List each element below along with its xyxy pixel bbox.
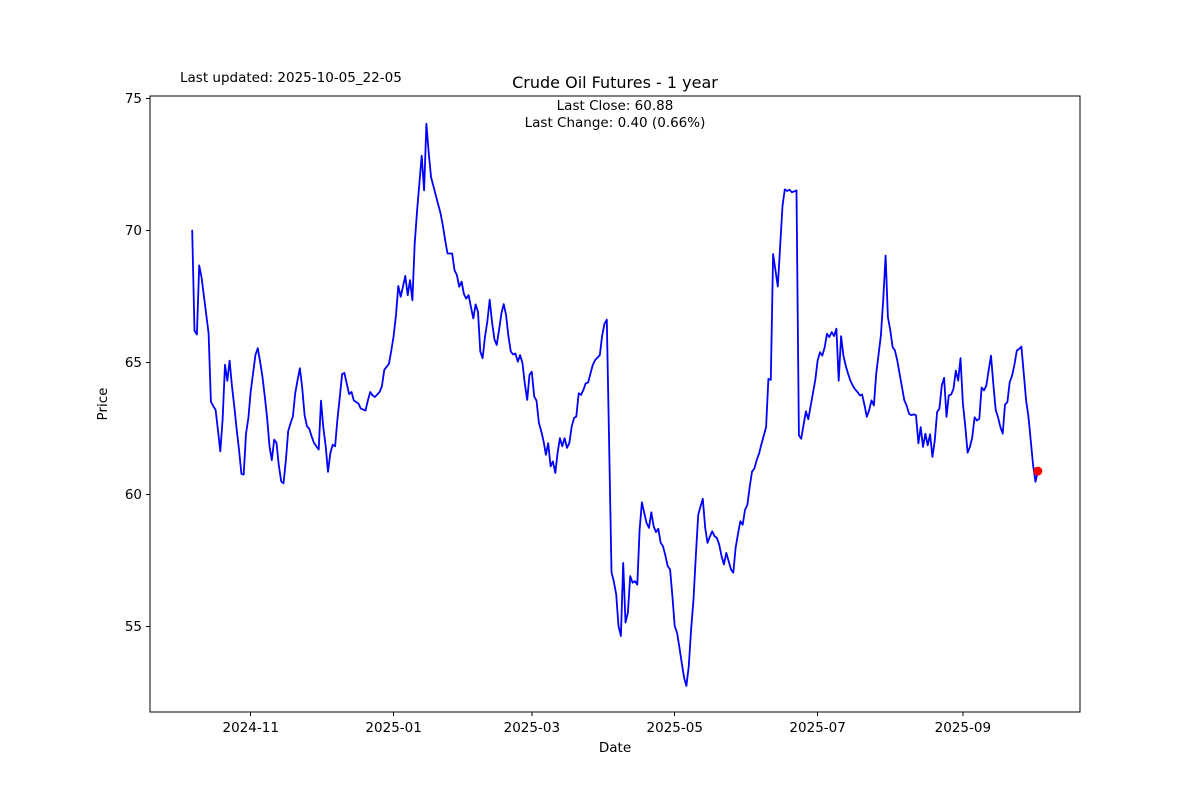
x-tick-label: 2025-05 (647, 720, 703, 736)
last-close-annotation: Last Close: 60.88 (557, 98, 674, 114)
y-axis-label: Price (95, 388, 111, 421)
last-updated-text: Last updated: 2025-10-05_22-05 (180, 70, 402, 86)
x-axis-label: Date (599, 740, 631, 756)
price-line-group (191, 122, 1043, 687)
y-tick-label: 75 (125, 91, 142, 107)
price-line (191, 122, 1039, 687)
y-tick-label: 55 (125, 619, 142, 635)
y-tick-label: 60 (125, 487, 142, 503)
x-tick-label: 2025-03 (504, 720, 560, 736)
x-tick-label: 2025-09 (935, 720, 991, 736)
axis-ticks: 55 60 65 70 75 2024-11 2025-01 2025-03 2025-05 20… (125, 91, 991, 736)
plot-frame (149, 95, 1081, 713)
last-close-marker (1033, 466, 1043, 476)
chart-title: Crude Oil Futures - 1 year (512, 73, 718, 92)
x-tick-label: 2025-07 (789, 720, 845, 736)
x-tick-label: 2024-11 (223, 720, 279, 736)
last-change-annotation: Last Change: 0.40 (0.66%) (525, 115, 706, 131)
y-tick-label: 70 (125, 223, 142, 239)
x-tick-label: 2025-01 (365, 720, 421, 736)
y-tick-label: 65 (125, 355, 142, 371)
